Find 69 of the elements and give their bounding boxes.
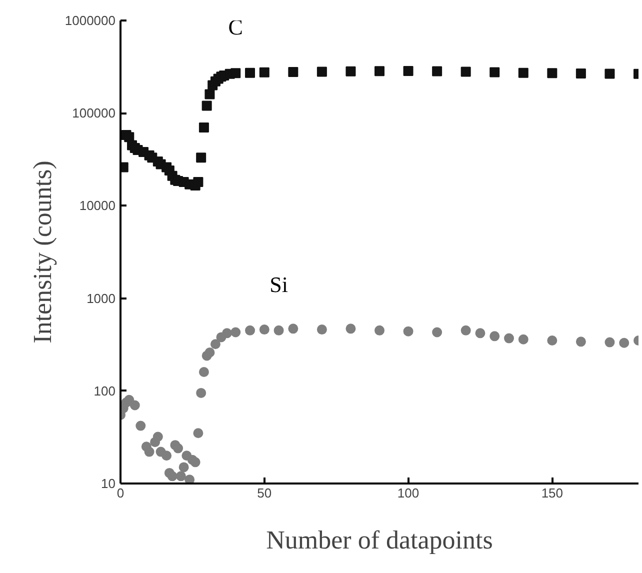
point [198,367,209,377]
point [403,66,414,76]
point [167,471,178,482]
point [259,67,270,78]
point [204,347,215,358]
point [604,68,615,79]
point [374,325,384,336]
point [460,325,471,336]
point [432,327,442,338]
point [198,122,209,132]
x-tick-label: 100 [397,486,420,500]
point [274,325,284,336]
point [144,446,154,457]
point [547,68,558,78]
x-axis-title: Number of datapoints [266,526,493,554]
point [210,339,220,350]
point [432,66,442,76]
point [346,324,356,334]
point [490,67,500,78]
y-tick-label: 10 [101,476,116,491]
y-tick-label: 1000000 [64,13,116,28]
point [547,336,558,346]
y-tick-label: 10000 [79,198,116,214]
point [619,338,630,348]
point [136,420,146,431]
x-tick-label: 0 [116,486,124,500]
y-tick-label: 1000 [86,290,116,306]
point [259,324,270,335]
point [288,324,298,334]
point [245,68,255,78]
point [346,66,356,76]
point [316,324,327,335]
point [202,100,212,111]
point [518,334,528,344]
point [130,400,140,410]
point [184,474,195,484]
point [204,89,215,100]
y-tick-label: 100 [94,383,116,398]
point [490,331,500,342]
point [576,336,586,347]
point [193,428,204,438]
point [193,177,204,188]
point [460,66,471,77]
x-tick-label: 50 [257,486,272,500]
point [152,432,163,442]
point [576,68,586,78]
point [475,328,486,338]
point [374,66,384,76]
y-axis-title: Intensity (counts) [28,160,57,344]
point [196,152,206,163]
point [196,388,206,398]
x-tick-label: 150 [541,486,564,500]
point [178,462,189,472]
point [230,68,241,78]
point [604,337,615,348]
point [230,327,241,338]
point [288,66,298,77]
point [403,326,414,336]
point [518,68,528,78]
point [176,471,186,482]
point [190,457,200,468]
series-label: Si [270,272,288,297]
point [245,325,255,336]
y-tick-label: 100000 [72,106,116,121]
point [173,443,184,454]
point [316,66,327,77]
point [504,333,514,344]
point [222,328,232,338]
point [162,450,172,461]
